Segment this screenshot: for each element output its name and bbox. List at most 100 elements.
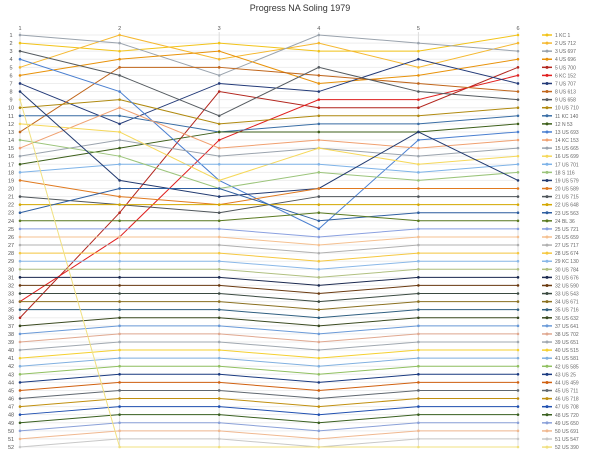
legend-marker (545, 106, 549, 110)
data-point (516, 243, 520, 247)
data-point (417, 243, 420, 247)
y-tick-label: 1 (9, 33, 12, 39)
data-point (118, 324, 121, 328)
legend-item: 10 US 710 (542, 106, 579, 112)
data-point (417, 106, 420, 110)
legend-marker (545, 445, 549, 449)
legend-marker (545, 332, 549, 336)
data-point (217, 364, 221, 368)
data-point (516, 41, 520, 45)
series-line (18, 405, 520, 416)
data-point (217, 389, 221, 392)
legend-item: 45 US 711 (542, 389, 578, 395)
series-path (20, 276, 518, 286)
data-point (417, 171, 420, 174)
data-point (516, 211, 520, 215)
series-line (18, 381, 520, 392)
series-line (18, 348, 520, 360)
data-point (217, 66, 221, 69)
data-point (317, 90, 321, 93)
data-point (217, 130, 221, 134)
legend-marker (545, 292, 549, 296)
series-path (20, 236, 518, 246)
data-point (118, 284, 121, 287)
data-point (118, 57, 121, 61)
data-point (217, 146, 221, 150)
legend-label: 52 US 390 (555, 445, 579, 451)
legend-marker (545, 219, 549, 223)
data-point (118, 340, 121, 344)
legend-marker (545, 162, 549, 166)
data-point (118, 114, 121, 118)
data-point (417, 41, 420, 45)
legend-item: 15 US 665 (542, 146, 579, 152)
y-tick-label: 7 (9, 81, 12, 87)
data-point (118, 130, 121, 134)
data-point (516, 114, 520, 118)
y-tick-label: 18 (8, 170, 14, 176)
data-point (417, 316, 420, 320)
series-line (18, 98, 520, 126)
data-point (516, 33, 520, 37)
data-point (516, 98, 520, 101)
legend-label: 38 US 702 (555, 332, 579, 338)
data-point (118, 41, 121, 45)
data-point (217, 308, 221, 311)
data-point (317, 49, 321, 53)
data-point (217, 284, 221, 287)
legend-item: 24 BL 36 (542, 219, 575, 225)
legend-item: 27 US 717 (542, 243, 579, 249)
data-point (417, 308, 420, 311)
legend-item: 31 US 676 (542, 275, 579, 281)
legend-label: 23 US 563 (555, 211, 579, 217)
legend-label: 43 US 25 (555, 372, 576, 378)
data-point (317, 41, 321, 45)
legend-marker (545, 275, 549, 279)
series-path (19, 333, 518, 343)
data-point (18, 219, 22, 223)
data-point (317, 405, 321, 408)
data-point (217, 243, 221, 247)
data-point (18, 284, 22, 287)
data-point (516, 332, 520, 336)
data-point (18, 389, 22, 392)
legend-marker (545, 389, 549, 393)
series-path (20, 293, 518, 303)
series-path (19, 163, 519, 173)
legend-marker (545, 364, 549, 368)
data-point (317, 292, 321, 295)
data-point (18, 106, 22, 110)
data-point (417, 138, 420, 142)
legend-label: 10 US 710 (555, 106, 579, 112)
series-path (19, 365, 518, 375)
data-point (317, 98, 321, 101)
data-point (118, 381, 121, 384)
data-point (18, 41, 22, 45)
legend-label: 45 US 711 (555, 389, 578, 395)
data-point (18, 276, 22, 279)
legend-item: 36 US 632 (542, 316, 579, 322)
data-point (217, 82, 221, 85)
data-point (317, 195, 321, 198)
legend-label: 11 KC 140 (555, 114, 578, 120)
y-tick-label: 42 (8, 364, 14, 370)
y-tick-label: 45 (8, 388, 14, 394)
data-point (217, 179, 221, 182)
data-point (516, 267, 520, 271)
data-point (118, 98, 121, 101)
legend-marker (545, 413, 549, 417)
y-tick-label: 33 (8, 292, 14, 298)
series-path (19, 341, 518, 351)
y-tick-label: 13 (8, 130, 14, 136)
data-point (417, 348, 420, 352)
data-point (217, 324, 221, 328)
legend-label: 12 N 53 (555, 122, 573, 128)
data-point (18, 49, 22, 53)
data-point (317, 251, 321, 255)
legend-label: 42 US 585 (555, 364, 579, 370)
legend-marker (545, 308, 549, 312)
y-tick-label: 9 (9, 98, 12, 104)
data-point (417, 162, 420, 166)
data-point (516, 57, 520, 61)
